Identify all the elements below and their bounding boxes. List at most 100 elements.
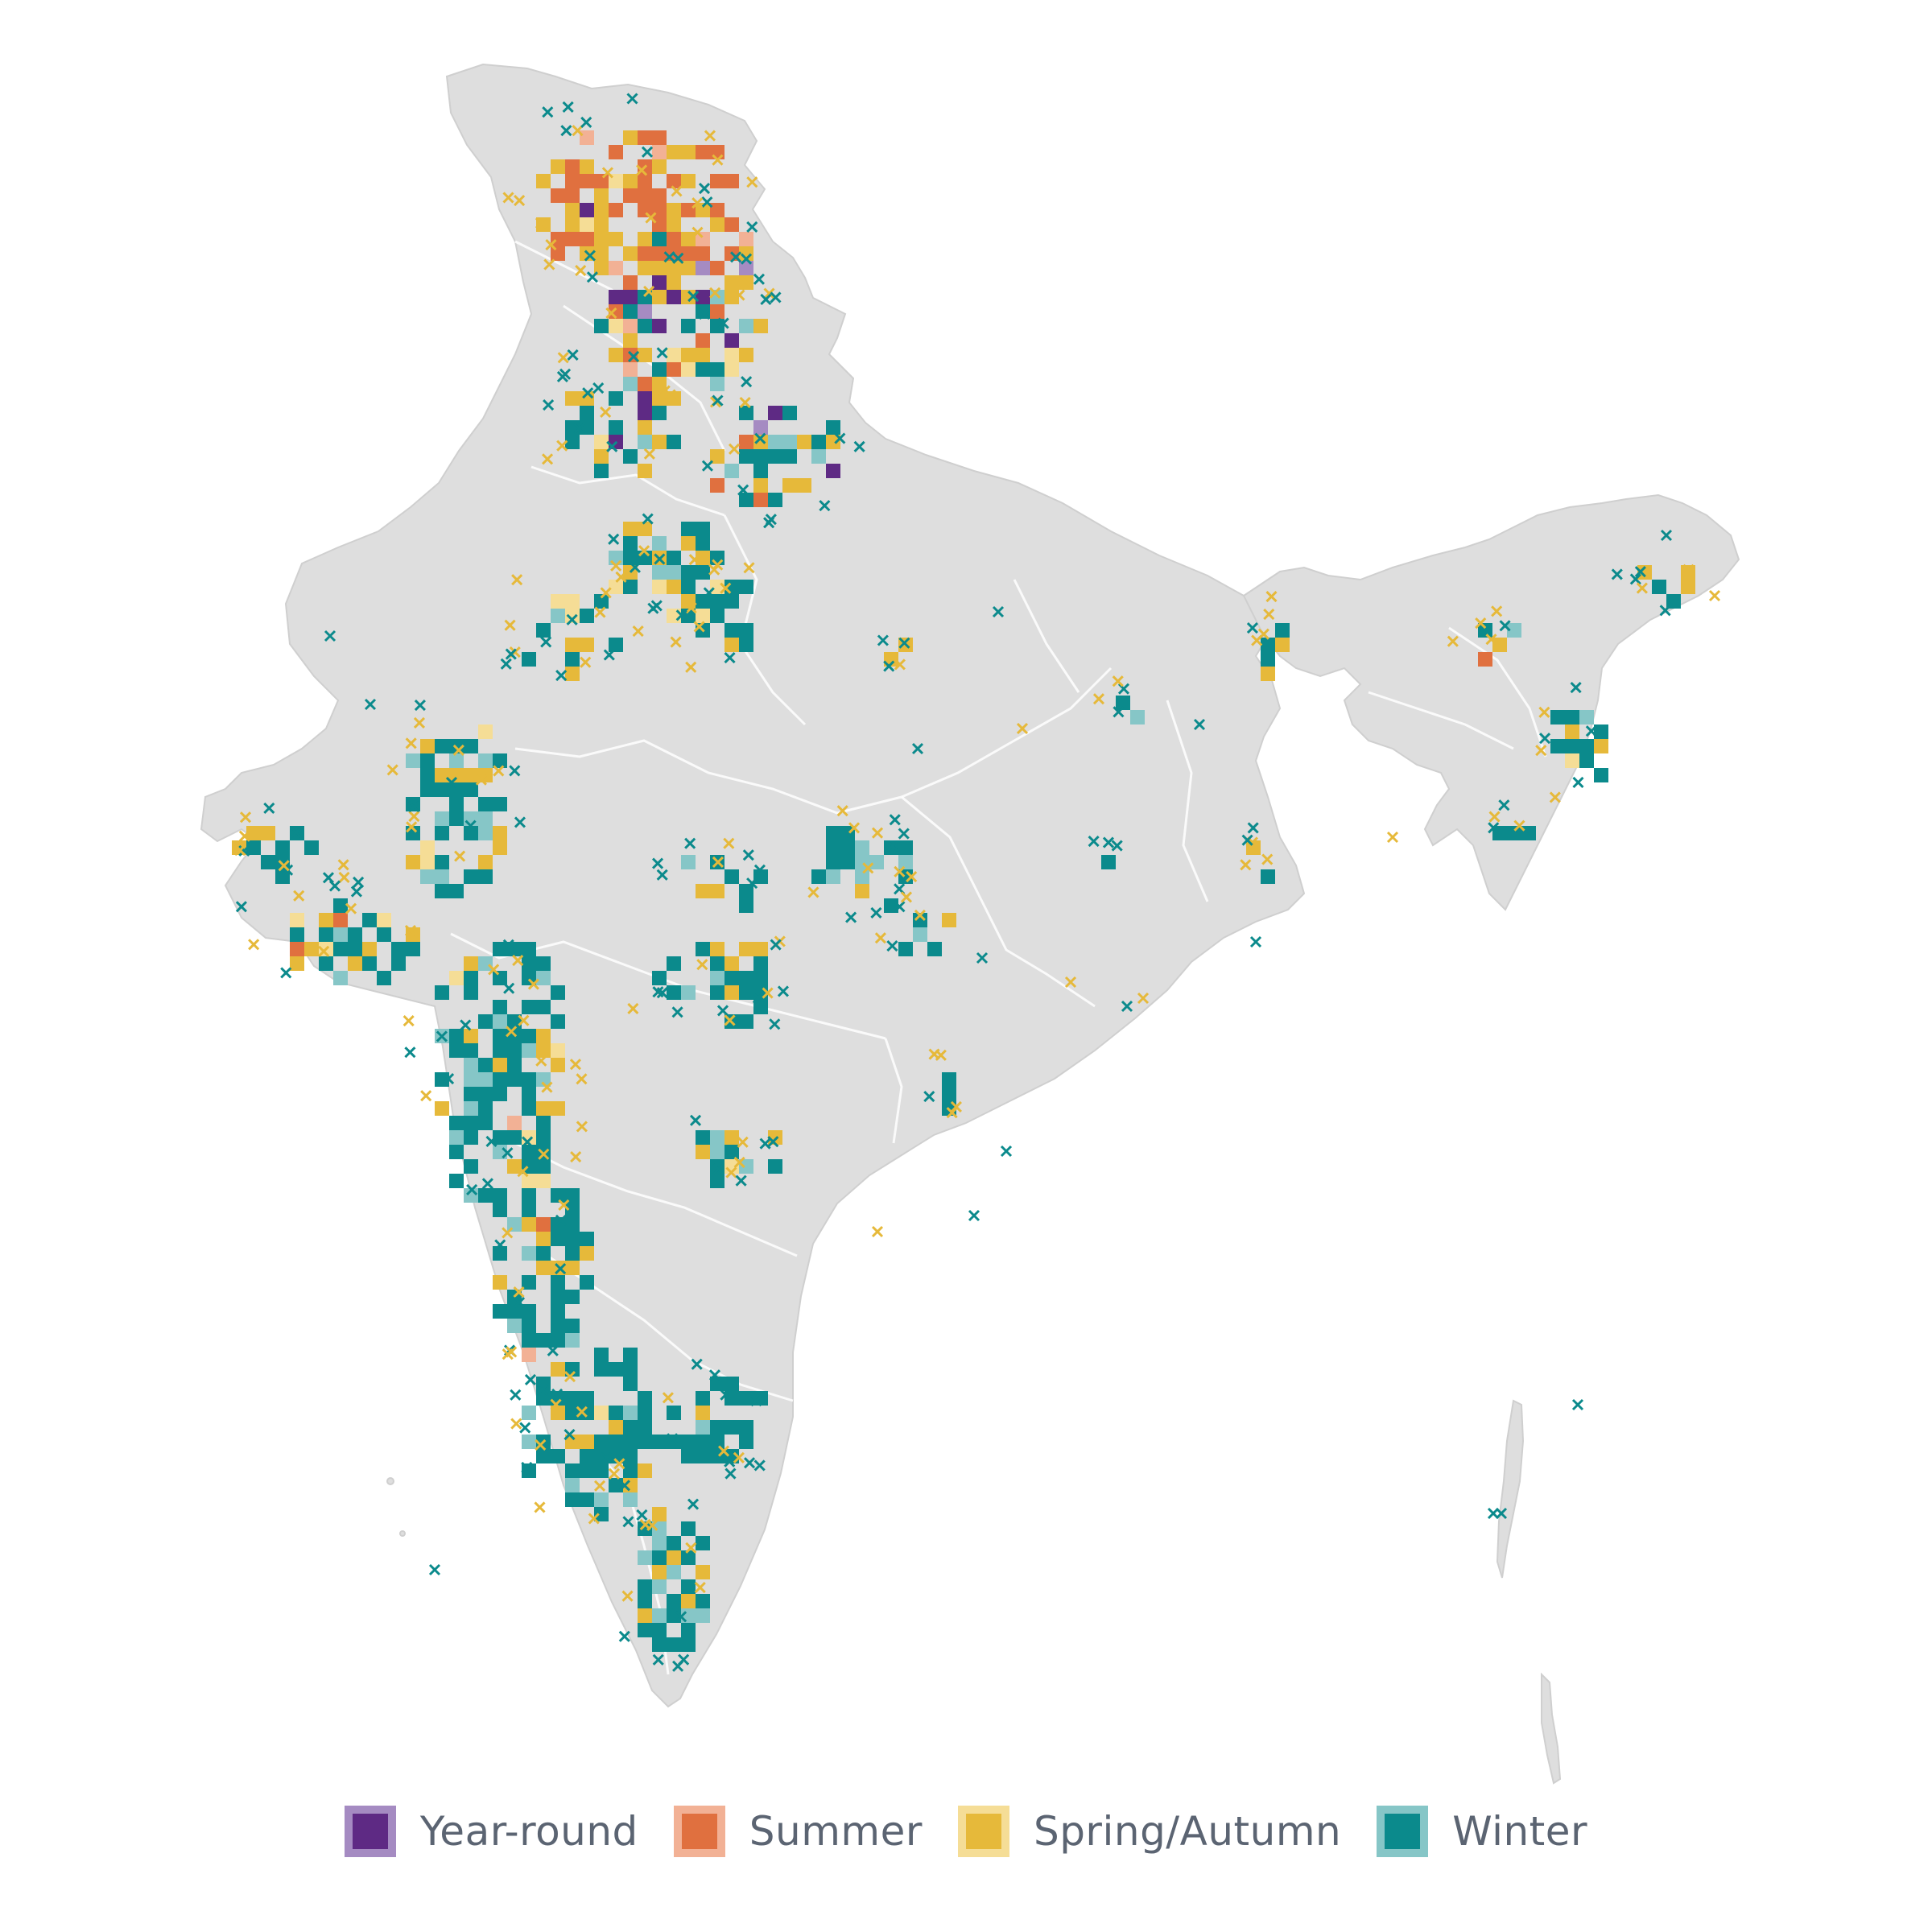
observation-marker	[534, 1501, 546, 1513]
observation-marker	[1499, 620, 1511, 632]
observation-marker	[709, 287, 721, 299]
observation-cell	[710, 1377, 724, 1391]
observation-cell	[609, 1420, 623, 1435]
observation-cell	[638, 174, 652, 188]
observation-cell	[1550, 710, 1565, 724]
observation-cell	[681, 1637, 696, 1652]
observation-marker	[519, 1422, 531, 1434]
observation-marker	[643, 285, 655, 297]
observation-marker	[535, 217, 547, 229]
observation-cell	[551, 1058, 565, 1072]
observation-cell	[753, 942, 768, 956]
observation-marker	[672, 252, 684, 264]
observation-cell	[522, 1333, 536, 1348]
observation-cell	[580, 130, 594, 145]
observation-marker	[701, 196, 713, 208]
observation-marker	[740, 253, 753, 265]
observation-cell	[739, 1159, 753, 1174]
observation-cell	[478, 797, 493, 811]
observation-cell	[507, 1043, 522, 1058]
observation-cell	[449, 1145, 464, 1159]
observation-cell	[826, 420, 840, 435]
observation-cell	[681, 203, 696, 217]
observation-marker	[481, 1178, 493, 1190]
observation-cell	[652, 971, 667, 985]
observation-marker	[642, 513, 654, 525]
observation-marker	[504, 619, 516, 631]
observation-cell	[609, 203, 623, 217]
observation-marker	[353, 876, 365, 889]
state-border	[1448, 626, 1547, 758]
observation-cell	[739, 638, 753, 652]
observation-marker	[671, 1006, 683, 1018]
observation-marker	[540, 636, 552, 648]
observation-cell	[594, 246, 609, 261]
observation-marker	[502, 1348, 514, 1360]
observation-cell	[435, 884, 449, 898]
observation-cell	[565, 1406, 580, 1420]
observation-cell	[1681, 580, 1695, 594]
observation-cell	[652, 435, 667, 449]
observation-cell	[942, 1087, 956, 1101]
observation-marker	[420, 1090, 432, 1102]
observation-marker	[730, 251, 742, 263]
legend-label: Winter	[1452, 1808, 1588, 1855]
state-border	[901, 795, 1096, 1008]
observation-cell	[638, 377, 652, 391]
observation-cell	[420, 739, 435, 753]
observation-cell	[551, 1449, 565, 1463]
observation-cell	[696, 1391, 710, 1406]
observation-cell	[652, 1565, 667, 1579]
observation-marker	[976, 952, 989, 964]
observation-cell	[594, 1362, 609, 1377]
observation-marker	[762, 987, 774, 999]
observation-cell	[449, 1116, 464, 1130]
observation-cell	[377, 971, 391, 985]
observation-marker	[656, 347, 668, 359]
observation-cell	[667, 1536, 681, 1550]
observation-marker	[741, 376, 753, 388]
observation-cell	[898, 855, 913, 869]
observation-cell	[1666, 594, 1681, 609]
observation-marker	[408, 810, 420, 823]
observation-cell	[522, 1043, 536, 1058]
observation-cell	[753, 464, 768, 478]
observation-cell	[522, 1435, 536, 1449]
observation-cell	[724, 956, 739, 971]
observation-cell	[739, 1420, 753, 1435]
observation-cell	[594, 1348, 609, 1362]
observation-cell	[667, 551, 681, 565]
observation-cell	[551, 1261, 565, 1275]
observation-cell	[406, 942, 420, 956]
observation-cell	[667, 145, 681, 159]
observation-cell	[594, 594, 609, 609]
observation-cell	[1261, 667, 1275, 681]
observation-cell	[449, 753, 464, 768]
observation-cell	[420, 753, 435, 768]
observation-marker	[1092, 693, 1105, 705]
state-border	[901, 667, 1113, 799]
observation-cell	[391, 942, 406, 956]
observation-marker	[765, 514, 777, 526]
observation-cell	[464, 1087, 478, 1101]
northeast-india	[1242, 493, 1740, 911]
observation-marker	[1538, 706, 1550, 718]
observation-marker	[636, 164, 648, 176]
observation-marker	[687, 290, 700, 303]
observation-cell	[724, 623, 739, 638]
observation-marker	[739, 397, 751, 409]
observation-cell	[710, 362, 724, 377]
observation-cell	[753, 1391, 768, 1406]
observation-cell	[594, 1463, 609, 1478]
observation-marker	[723, 837, 735, 849]
observation-cell	[638, 1463, 652, 1478]
observation-cell	[797, 435, 811, 449]
observation-cell	[667, 203, 681, 217]
observation-cell	[681, 1579, 696, 1594]
observation-marker	[406, 821, 418, 833]
observation-cell	[623, 246, 638, 261]
observation-cell	[507, 1304, 522, 1319]
observation-cell	[667, 985, 681, 1000]
observation-cell	[681, 1449, 696, 1463]
observation-marker	[1570, 682, 1582, 694]
